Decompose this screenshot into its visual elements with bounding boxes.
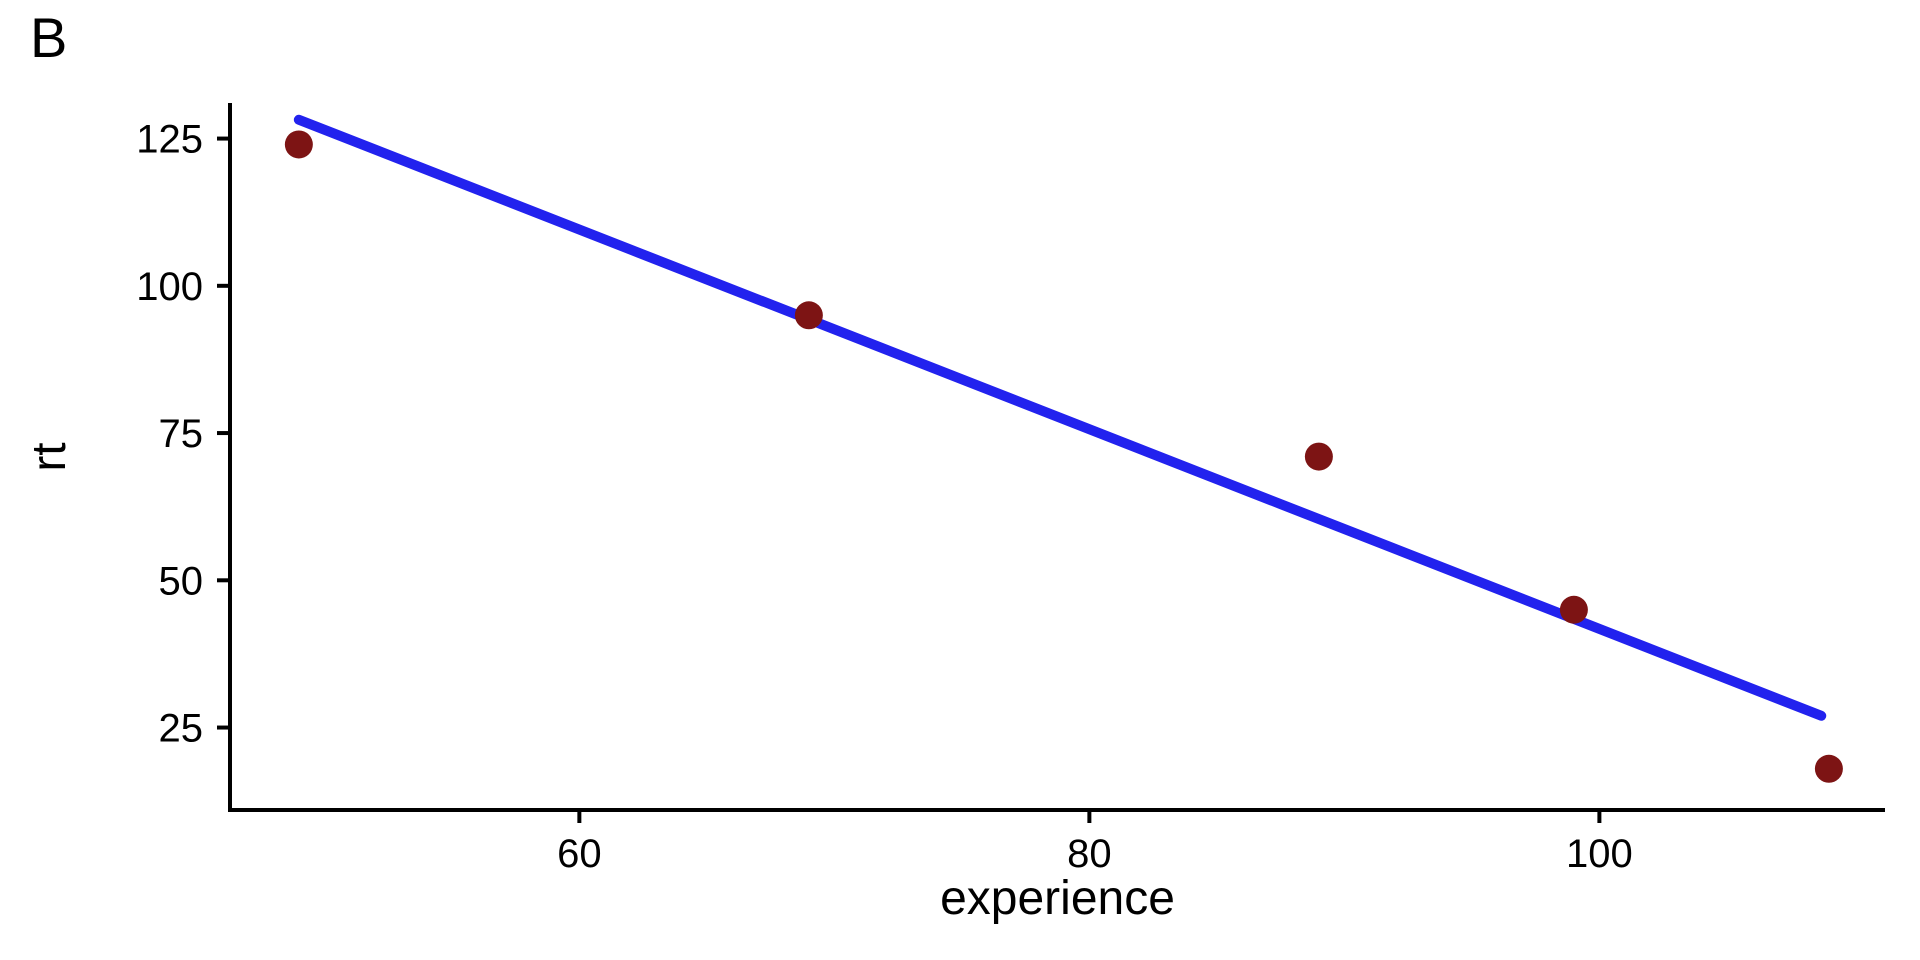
y-axis-title: rt: [23, 442, 76, 472]
y-tick-label: 75: [159, 412, 204, 456]
x-axis-title: experience: [940, 872, 1175, 925]
y-tick-label: 125: [136, 118, 203, 162]
data-point: [1814, 754, 1843, 783]
x-tick-label: 100: [1566, 832, 1633, 876]
regression-line: [293, 114, 1827, 721]
data-point: [794, 301, 823, 330]
data-point: [1304, 442, 1333, 471]
y-tick-label: 25: [159, 707, 204, 751]
x-tick-label: 80: [1067, 832, 1112, 876]
y-tick-label: 50: [159, 559, 204, 603]
data-point: [1559, 595, 1588, 624]
panel-label: B: [30, 6, 68, 69]
data-point: [284, 130, 313, 159]
y-tick-label: 100: [136, 265, 203, 309]
x-tick-label: 60: [557, 832, 602, 876]
